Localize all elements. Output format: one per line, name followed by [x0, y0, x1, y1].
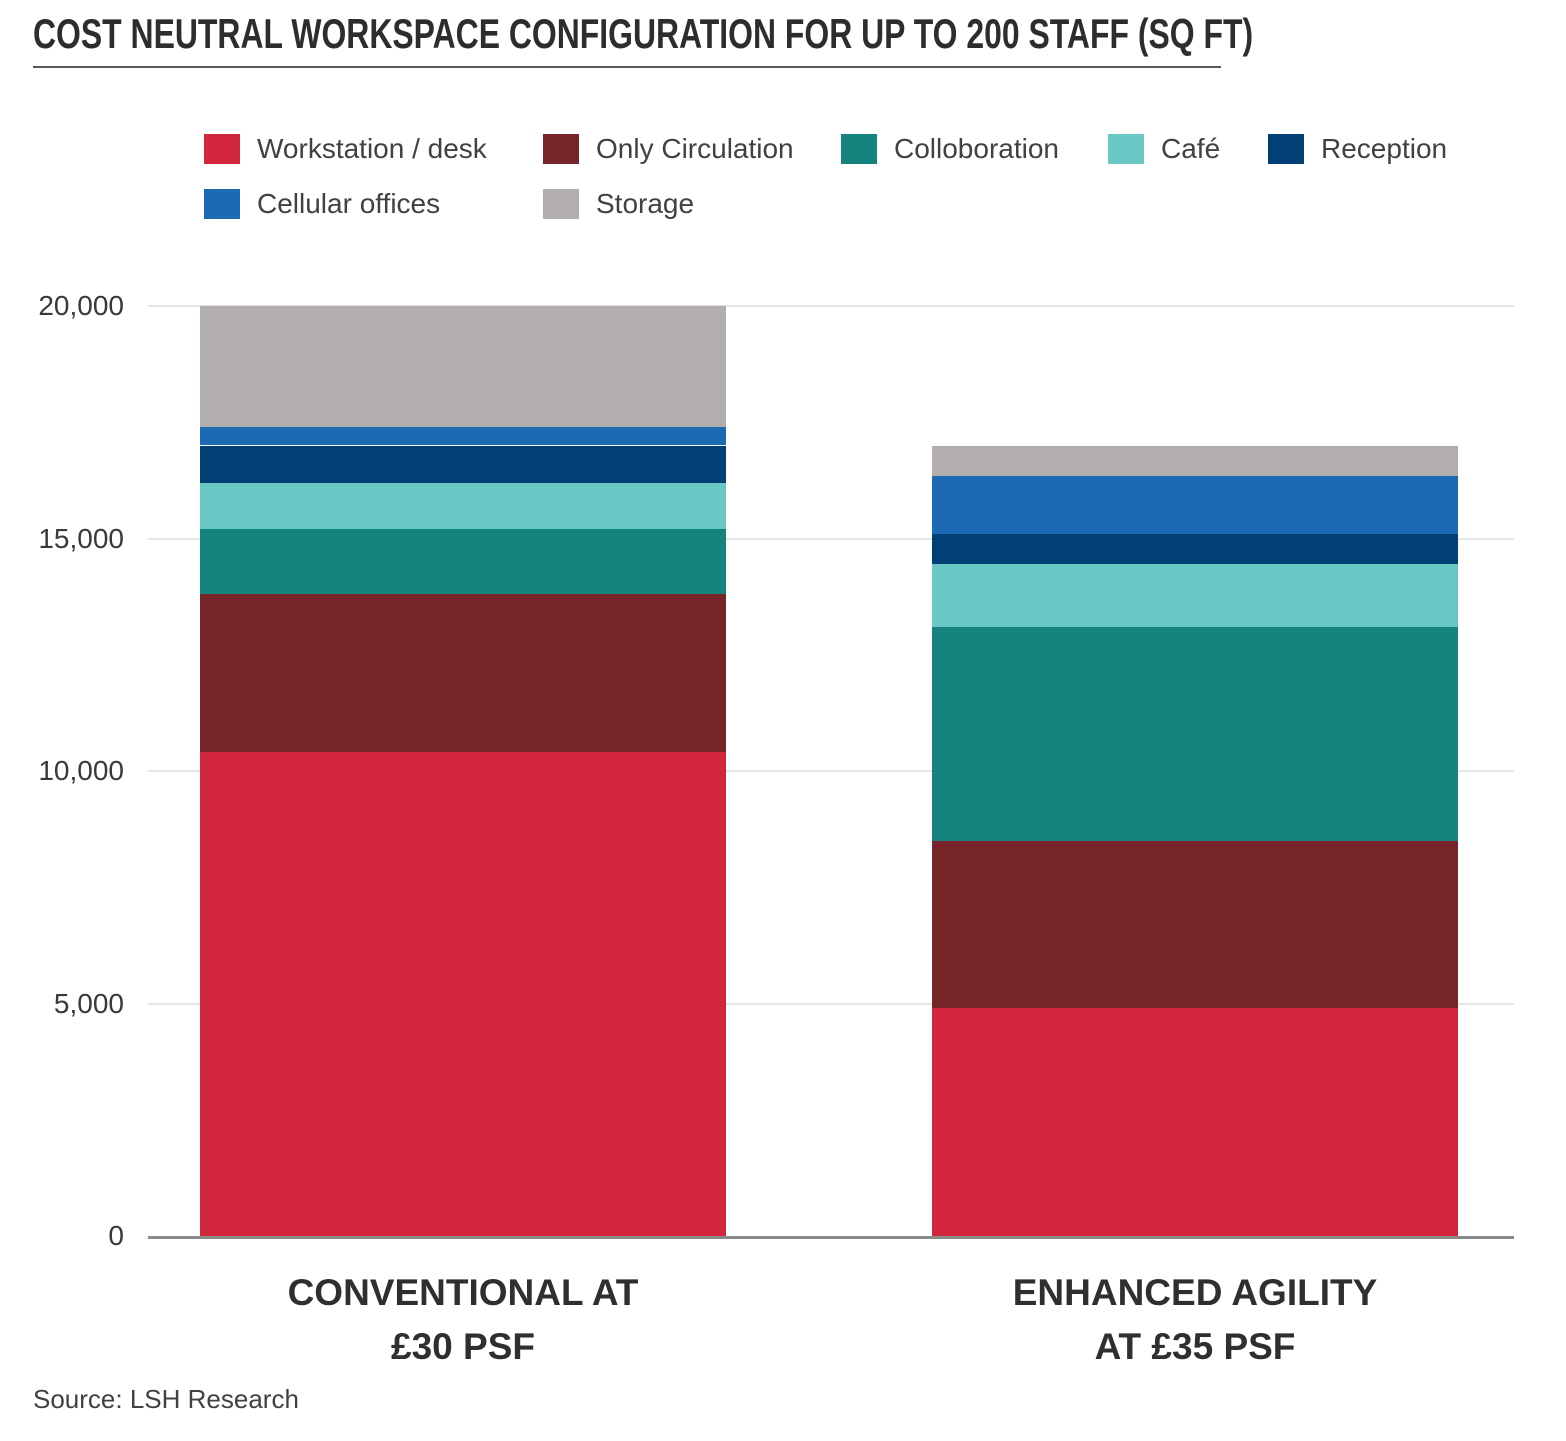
bar-segment-storage-enhanced-agility: [932, 445, 1458, 476]
legend-item-workstation-desk: Workstation / desk: [204, 134, 487, 164]
legend-label: Storage: [596, 188, 695, 219]
legend-label: Reception: [1321, 133, 1448, 164]
legend-label: Cellular offices: [257, 188, 441, 219]
bar-segment-colloboration-enhanced-agility: [932, 626, 1458, 841]
legend-label: Colloboration: [894, 133, 1059, 164]
legend-swatch-storage: [543, 189, 579, 219]
title-underline: [33, 66, 1221, 68]
bar-segment-reception-conventional-at: [200, 445, 726, 483]
bar-segment-cellular-offices-conventional-at: [200, 426, 726, 446]
bar-segment-colloboration-conventional-at: [200, 529, 726, 595]
bar-segment-workstation-desk-enhanced-agility: [932, 1008, 1458, 1236]
legend-item-cellular-offices: Cellular offices: [204, 189, 440, 219]
bar-segment-workstation-desk-conventional-at: [200, 752, 726, 1236]
legend-swatch-reception: [1268, 134, 1304, 164]
legend-swatch-only-circulation: [543, 134, 579, 164]
legend-item-colloboration: Colloboration: [841, 134, 1059, 164]
legend-item-only-circulation: Only Circulation: [543, 134, 794, 164]
legend-label: Workstation / desk: [257, 133, 487, 164]
legend-swatch-colloboration: [841, 134, 877, 164]
gridline-20000: [148, 305, 1514, 307]
source-note: Source: LSH Research: [33, 1384, 299, 1414]
legend-label: Only Circulation: [596, 133, 794, 164]
legend-swatch-cellular-offices: [204, 189, 240, 219]
bar-segment-only-circulation-conventional-at: [200, 594, 726, 753]
y-tick-label-15000: 15,000: [38, 522, 124, 554]
y-tick-label-10000: 10,000: [38, 755, 124, 786]
bar-segment-caf-enhanced-agility: [932, 564, 1458, 627]
chart-title: COST NEUTRAL WORKSPACE CONFIGURATION FOR…: [33, 10, 1254, 57]
bar-segment-storage-conventional-at: [200, 306, 726, 427]
legend-item-caf: Café: [1108, 134, 1220, 164]
bar-segment-caf-conventional-at: [200, 482, 726, 530]
gridline-5000: [148, 1002, 1514, 1005]
bar-segment-only-circulation-enhanced-agility: [932, 840, 1458, 1009]
bar-segment-reception-enhanced-agility: [932, 533, 1458, 565]
category-label-enhanced-agility: ENHANCED AGILITY AT £35 PSF: [1012, 1272, 1378, 1367]
legend-swatch-workstation-desk: [204, 134, 240, 164]
x-axis-line: [148, 1236, 1514, 1239]
y-tick-label-20000: 20,000: [38, 290, 124, 321]
legend-swatch-caf: [1108, 134, 1144, 164]
y-tick-label-0: 0: [108, 1220, 124, 1251]
gridline-15000: [148, 537, 1514, 540]
category-label-conventional-at: CONVENTIONAL AT £30 PSF: [287, 1272, 639, 1367]
legend-item-storage: Storage: [543, 189, 694, 219]
y-tick-label-5000: 5,000: [53, 987, 124, 1019]
legend-item-reception: Reception: [1268, 134, 1447, 164]
gridline-10000: [148, 770, 1514, 772]
legend-label: Café: [1161, 133, 1221, 164]
bar-segment-cellular-offices-enhanced-agility: [932, 475, 1458, 534]
